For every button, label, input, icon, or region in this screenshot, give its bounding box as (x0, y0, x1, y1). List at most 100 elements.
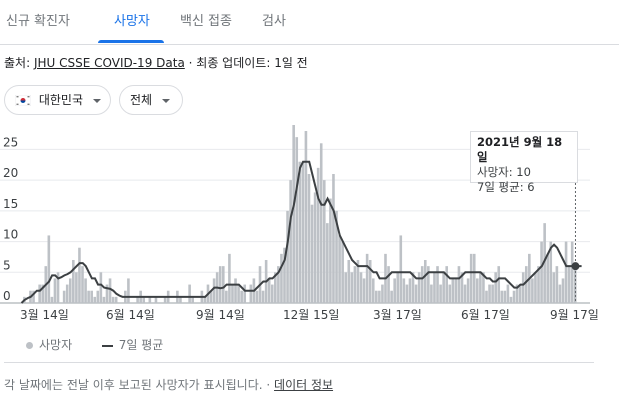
source-link[interactable]: JHU CSSE COVID-19 Data (33, 56, 185, 70)
deaths-bar (56, 272, 60, 303)
deaths-bar (329, 198, 332, 303)
deaths-bar (99, 272, 103, 303)
deaths-bar (81, 266, 84, 303)
deaths-bar (32, 290, 35, 303)
deaths-bar (93, 296, 97, 303)
hover-dot (571, 262, 580, 271)
deaths-bar (286, 210, 289, 303)
deaths-bar (326, 223, 329, 303)
avg-line (20, 160, 582, 304)
deaths-bar (402, 278, 406, 303)
deaths-bar (427, 266, 430, 303)
chart-tooltip: 2021년 9월 18일 사망자: 10 7일 평균: 6 (470, 131, 578, 194)
deaths-bar (231, 284, 234, 303)
deaths-bar (561, 278, 565, 303)
tab-bar: 신규 확진자 사망자 백신 접종 검사 (0, 0, 619, 45)
deaths-bar (90, 290, 93, 303)
deaths-bar (87, 290, 90, 303)
avg-legend-swatch (101, 344, 113, 347)
deaths-bar (491, 284, 494, 303)
chevron-down-icon (161, 98, 170, 103)
deaths-bar (476, 278, 479, 303)
deaths-bar (494, 272, 497, 303)
deaths-bar (408, 278, 412, 303)
tab-vaccinations[interactable]: 백신 접종 (180, 14, 232, 29)
deaths-bar (534, 272, 537, 303)
y-tick-label: 10 (3, 228, 18, 242)
last-updated: 최종 업데이트: 1일 전 (196, 56, 308, 70)
deaths-bar (280, 253, 283, 303)
deaths-bar (521, 272, 525, 303)
deaths-bar (307, 174, 311, 303)
deaths-bar (439, 284, 442, 303)
deaths-bar (540, 241, 543, 303)
deaths-bar (509, 296, 513, 303)
source-prefix: 출처: (4, 56, 31, 70)
legend-avg-label: 7일 평균 (118, 338, 164, 352)
deaths-bar (136, 296, 139, 303)
deaths-bar (218, 266, 222, 303)
deaths-bar (148, 296, 152, 303)
x-tick-label: 3월 14일 (20, 308, 69, 322)
x-tick-label: 6월 14일 (106, 308, 155, 322)
deaths-bar (570, 241, 574, 303)
x-tick-label: 12월 15일 (283, 308, 339, 322)
data-info-link[interactable]: 데이터 정보 (274, 378, 334, 392)
deaths-chart[interactable]: 0 5 10 15 20 25 3월 14일 6월 14일 9월 14일 12월 15일 3월 1… (0, 125, 619, 335)
country-label: 대한민국 (38, 93, 83, 107)
deaths-bar (512, 290, 516, 303)
chevron-down-icon (92, 98, 101, 103)
range-dropdown[interactable]: 전체 (119, 85, 183, 115)
deaths-bar (463, 284, 467, 303)
deaths-bar (338, 235, 341, 303)
deaths-bar (237, 284, 240, 303)
deaths-bar (298, 161, 302, 303)
deaths-bar (335, 210, 338, 303)
deaths-bar (414, 284, 418, 303)
deaths-bar (436, 266, 439, 303)
deaths-bar (283, 247, 286, 303)
deaths-bar (38, 284, 41, 303)
deaths-bar (114, 296, 118, 303)
tab-new-cases[interactable]: 신규 확진자 (6, 14, 70, 29)
deaths-bar (78, 247, 81, 303)
deaths-bar (228, 253, 231, 303)
deaths-bar (405, 284, 409, 303)
deaths-bar (111, 296, 115, 303)
deaths-bar (500, 290, 504, 303)
deaths-bar (479, 272, 482, 303)
deaths-bar (531, 278, 534, 303)
deaths-bar (313, 192, 317, 303)
deaths-bar (390, 290, 393, 303)
deaths-bar (255, 290, 259, 303)
deaths-bar (142, 296, 146, 303)
footer-note: 각 날짜에는 전날 이후 보고된 사망자가 표시됩니다. · 데이터 정보 (4, 376, 333, 393)
deaths-bar (485, 290, 488, 303)
deaths-bar (387, 266, 390, 303)
deaths-bar (240, 290, 243, 303)
active-tab-indicator (98, 40, 164, 43)
deaths-bar (442, 272, 445, 303)
deaths-bar (518, 284, 522, 303)
deaths-bar (362, 278, 366, 303)
deaths-bar (53, 278, 57, 303)
deaths-bar (454, 278, 458, 303)
y-tick-label: 5 (3, 258, 11, 272)
deaths-bar (191, 296, 194, 303)
deaths-bar (65, 284, 69, 303)
deaths-bar (506, 284, 510, 303)
y-tick-label: 25 (3, 135, 18, 149)
tab-tests[interactable]: 검사 (262, 14, 286, 29)
deaths-bar (347, 260, 351, 303)
range-label: 전체 (130, 93, 153, 107)
deaths-bar (466, 278, 470, 303)
deaths-bar (163, 296, 167, 303)
country-dropdown[interactable]: 대한민국 (4, 85, 111, 115)
deaths-bar (381, 284, 384, 303)
deaths-bar (72, 260, 75, 303)
deaths-bar (543, 223, 546, 303)
tab-deaths[interactable]: 사망자 (114, 14, 150, 29)
deaths-bar (243, 284, 247, 303)
deaths-bar (368, 260, 372, 303)
deaths-bar (316, 167, 320, 303)
